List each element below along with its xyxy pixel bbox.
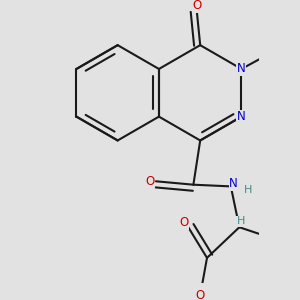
Text: H: H bbox=[237, 216, 245, 226]
Text: N: N bbox=[229, 177, 238, 190]
Text: N: N bbox=[237, 62, 246, 76]
Text: O: O bbox=[145, 175, 154, 188]
Text: H: H bbox=[244, 185, 253, 195]
Text: N: N bbox=[237, 110, 246, 123]
Text: O: O bbox=[180, 216, 189, 229]
Text: O: O bbox=[196, 289, 205, 300]
Text: O: O bbox=[192, 0, 201, 12]
